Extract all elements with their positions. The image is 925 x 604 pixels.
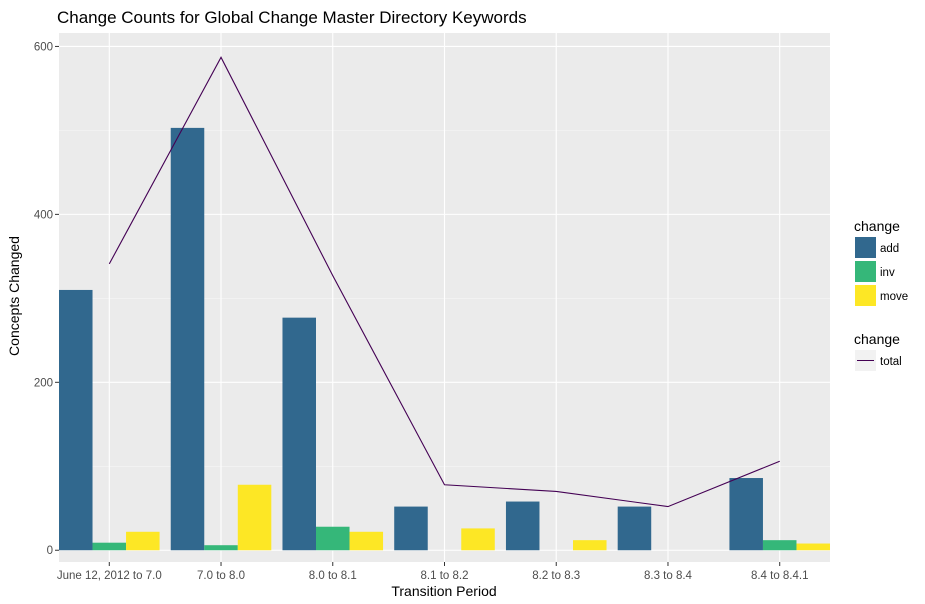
y-axis-title: Concepts Changed: [6, 236, 22, 356]
legend: change add inv move change total: [854, 218, 908, 371]
legend-title: change: [854, 218, 900, 234]
x-axis-title: Transition Period: [391, 583, 496, 599]
legend-label-inv: inv: [880, 267, 895, 279]
y-tick-label: 400: [34, 209, 53, 221]
legend-label-move: move: [880, 291, 908, 303]
bar-add: [59, 289, 93, 551]
bar-inv: [92, 542, 127, 551]
y-tick-label: 0: [47, 545, 53, 557]
x-tick-label: 8.0 to 8.1: [309, 570, 357, 582]
bar-add: [617, 506, 652, 551]
bar-move: [237, 484, 272, 551]
y-tick-label: 600: [34, 41, 53, 53]
x-tick-label: 8.3 to 8.4: [644, 570, 693, 582]
legend-key-inv: [855, 261, 876, 282]
bar-move: [573, 540, 607, 551]
x-tick-label: 7.0 to 8.0: [197, 570, 245, 582]
x-tick-label: 8.1 to 8.2: [421, 570, 469, 582]
bar-move: [349, 531, 384, 551]
legend-label-total: total: [880, 356, 902, 368]
bar-add: [170, 127, 205, 551]
y-tick-label: 200: [34, 377, 53, 389]
x-tick-label: 8.4 to 8.4.1: [751, 570, 809, 582]
bar-move: [461, 528, 495, 551]
y-axis: 0 200 400 600: [34, 41, 59, 557]
bar-inv: [762, 540, 797, 551]
x-axis: June 12, 2012 to 7.0 7.0 to 8.0 8.0 to 8.1…: [57, 562, 809, 582]
legend-key-add: [855, 237, 876, 258]
line-total: [108, 56, 780, 508]
bars: [59, 127, 830, 551]
legend-key-move: [855, 285, 876, 306]
legend-title: change: [854, 331, 900, 347]
legend-label-add: add: [880, 243, 899, 255]
x-tick-label: June 12, 2012 to 7.0: [57, 570, 162, 582]
bar-inv: [316, 526, 350, 551]
bar-add: [729, 478, 763, 551]
total-line-group: [108, 56, 780, 508]
major-gridlines: [59, 33, 830, 562]
bar-add: [282, 317, 316, 551]
chart-title: Change Counts for Global Change Master D…: [57, 8, 527, 27]
bar-move: [126, 531, 160, 551]
bar-add: [505, 501, 540, 551]
bar-inv: [204, 545, 238, 551]
bar-move: [796, 543, 830, 551]
bar-add: [394, 506, 428, 551]
x-tick-label: 8.2 to 8.3: [532, 570, 580, 582]
